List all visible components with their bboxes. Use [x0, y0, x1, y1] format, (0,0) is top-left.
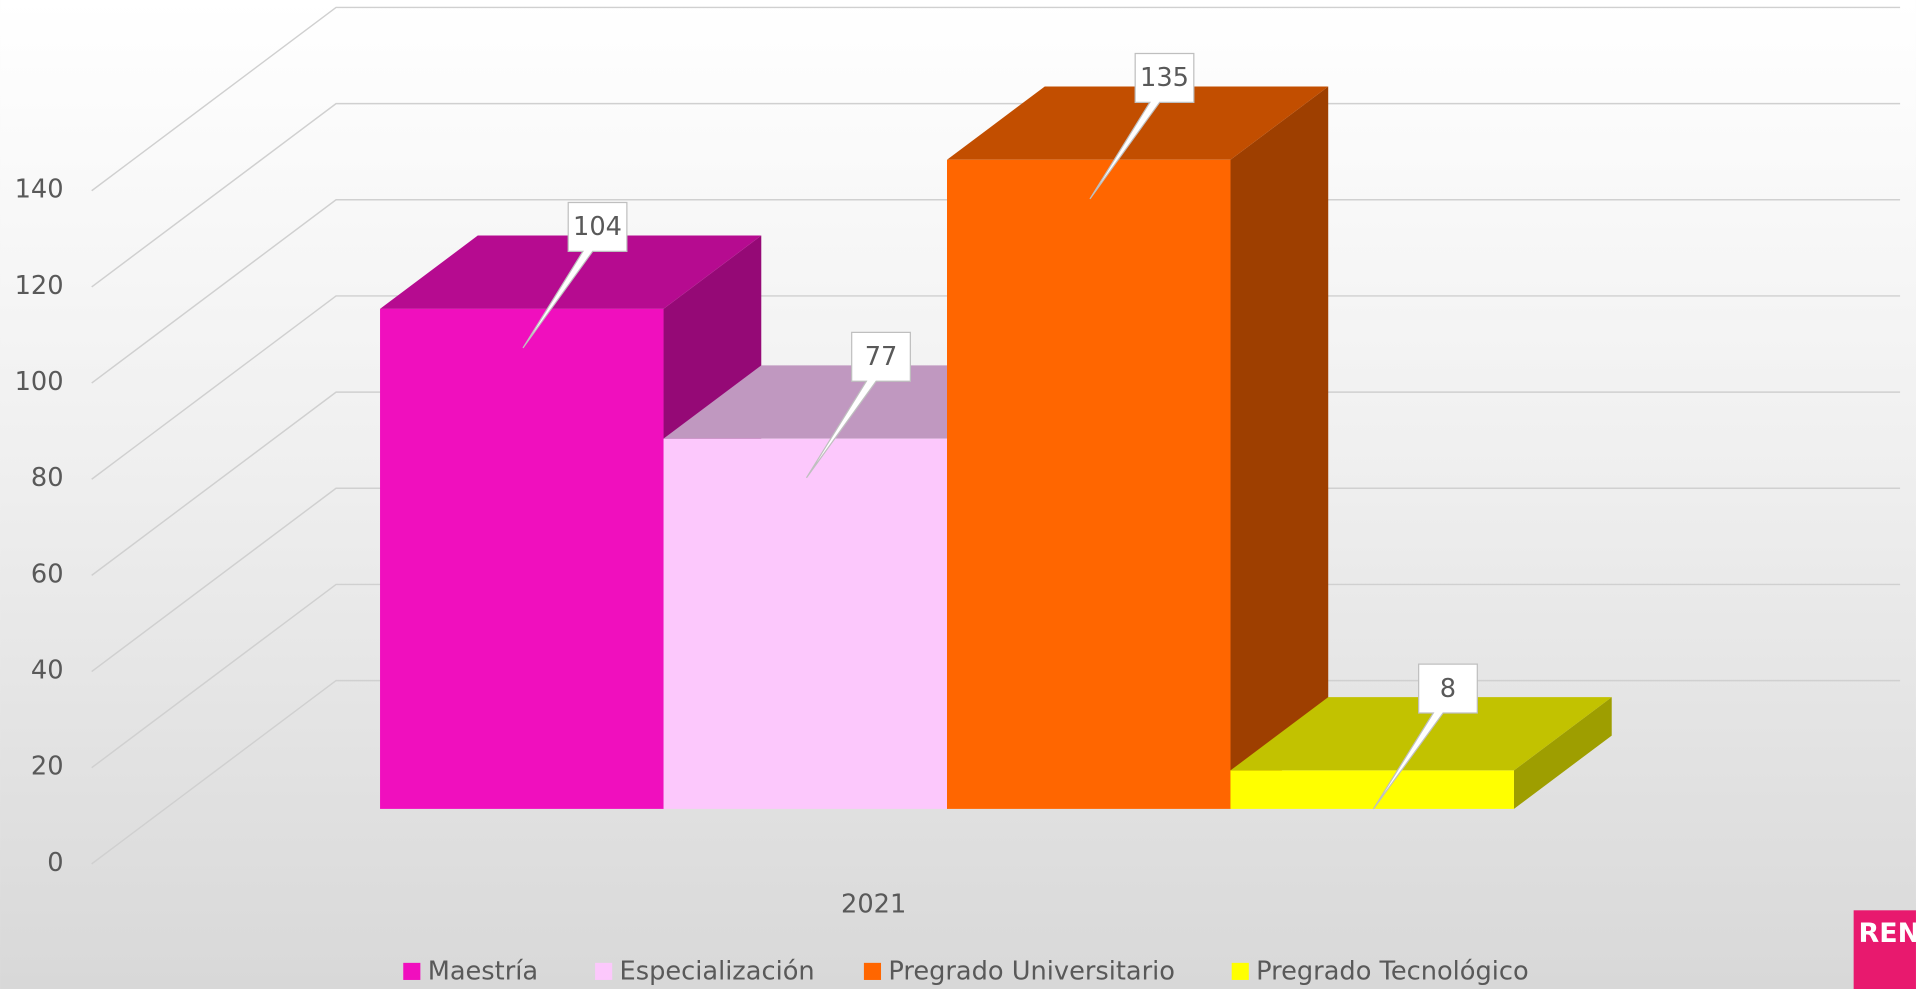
page: 0 20 40 60 80 100 120 140 104 77 135 8 2021 Maestr… [0, 0, 1916, 989]
bar-side [1230, 86, 1328, 808]
y-tick-label: 0 [47, 848, 63, 878]
y-tick-label: 100 [15, 367, 64, 397]
y-tick-label: 60 [31, 559, 64, 589]
y-tick-label: 80 [31, 463, 64, 493]
bar [664, 439, 947, 809]
bar [947, 160, 1230, 809]
x-tick-label: 2021 [841, 889, 906, 919]
y-tick-label: 20 [31, 752, 64, 782]
legend-label: Maestría [428, 957, 538, 987]
legend-swatch [864, 963, 881, 980]
chart: 0 20 40 60 80 100 120 140 104 77 135 8 2021 Maestr… [0, 0, 1916, 989]
legend-label: Pregrado Tecnológico [1256, 957, 1529, 987]
logo: REN [1854, 910, 1916, 989]
bar [1230, 770, 1513, 808]
y-tick-label: 40 [31, 656, 64, 686]
legend-label: Especialización [620, 957, 815, 987]
data-label: 8 [1440, 674, 1456, 704]
y-tick-label: 140 [15, 175, 64, 205]
legend-swatch [1232, 963, 1249, 980]
bar [380, 309, 663, 809]
y-tick-label: 120 [15, 271, 64, 301]
legend-label: Pregrado Universitario [888, 957, 1175, 987]
data-label: 104 [573, 212, 622, 242]
legend-swatch [595, 963, 612, 980]
legend-swatch [403, 963, 420, 980]
logo-text: REN [1859, 918, 1916, 949]
data-label: 135 [1140, 63, 1189, 93]
data-label: 77 [865, 342, 898, 372]
